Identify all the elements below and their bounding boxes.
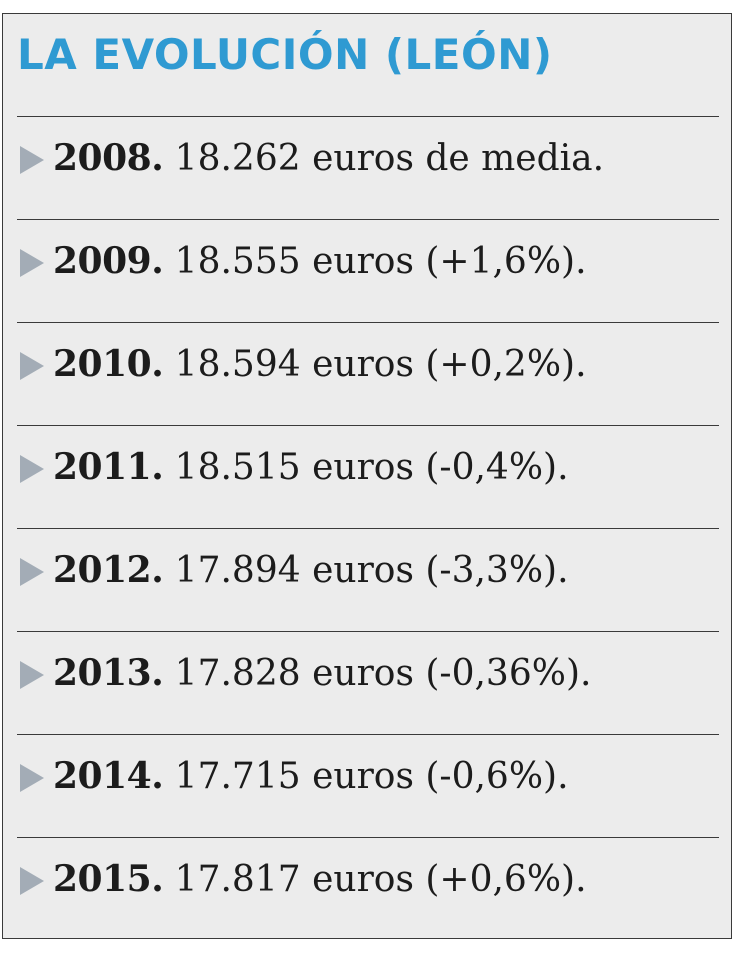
triangle-bullet-icon bbox=[20, 146, 44, 174]
entry-year: 2011. bbox=[53, 446, 164, 488]
list-item: 2013. 17.828 euros (-0,36%). bbox=[17, 631, 719, 734]
entry-year: 2012. bbox=[53, 549, 164, 591]
entry-value: 18.262 euros de media. bbox=[163, 138, 605, 179]
list-item: 2008. 18.262 euros de media. bbox=[17, 116, 719, 219]
triangle-bullet-icon bbox=[20, 764, 44, 792]
entry-text: 2015. 17.817 euros (+0,6%). bbox=[53, 856, 587, 903]
entry-year: 2013. bbox=[53, 652, 164, 694]
entry-text: 2012. 17.894 euros (-3,3%). bbox=[53, 547, 569, 594]
entry-year: 2009. bbox=[53, 240, 164, 282]
entry-text: 2009. 18.555 euros (+1,6%). bbox=[53, 238, 587, 285]
panel-title: LA EVOLUCIÓN (LEÓN) bbox=[17, 30, 553, 79]
list-item: 2010. 18.594 euros (+0,2%). bbox=[17, 322, 719, 425]
entry-text: 2008. 18.262 euros de media. bbox=[53, 135, 604, 182]
entry-text: 2013. 17.828 euros (-0,36%). bbox=[53, 650, 591, 697]
entry-year: 2008. bbox=[53, 137, 164, 179]
entry-year: 2014. bbox=[53, 755, 164, 797]
entry-text: 2011. 18.515 euros (-0,4%). bbox=[53, 444, 569, 491]
entry-year: 2010. bbox=[53, 343, 164, 385]
triangle-bullet-icon bbox=[20, 455, 44, 483]
entry-value: 18.515 euros (-0,4%). bbox=[163, 447, 569, 488]
list-item: 2009. 18.555 euros (+1,6%). bbox=[17, 219, 719, 322]
entry-value: 18.594 euros (+0,2%). bbox=[163, 344, 587, 385]
list-item: 2014. 17.715 euros (-0,6%). bbox=[17, 734, 719, 837]
entry-value: 18.555 euros (+1,6%). bbox=[163, 241, 587, 282]
triangle-bullet-icon bbox=[20, 352, 44, 380]
list-item: 2011. 18.515 euros (-0,4%). bbox=[17, 425, 719, 528]
entry-value: 17.817 euros (+0,6%). bbox=[163, 859, 587, 900]
info-panel: LA EVOLUCIÓN (LEÓN) 2008. 18.262 euros d… bbox=[2, 13, 732, 939]
triangle-bullet-icon bbox=[20, 661, 44, 689]
list-item: 2015. 17.817 euros (+0,6%). bbox=[17, 837, 719, 940]
entry-value: 17.828 euros (-0,36%). bbox=[163, 653, 592, 694]
entry-value: 17.894 euros (-3,3%). bbox=[163, 550, 569, 591]
triangle-bullet-icon bbox=[20, 867, 44, 895]
entry-year: 2015. bbox=[53, 858, 164, 900]
entry-value: 17.715 euros (-0,6%). bbox=[163, 756, 569, 797]
entry-text: 2010. 18.594 euros (+0,2%). bbox=[53, 341, 587, 388]
triangle-bullet-icon bbox=[20, 558, 44, 586]
triangle-bullet-icon bbox=[20, 249, 44, 277]
list-item: 2012. 17.894 euros (-3,3%). bbox=[17, 528, 719, 631]
entry-text: 2014. 17.715 euros (-0,6%). bbox=[53, 753, 569, 800]
